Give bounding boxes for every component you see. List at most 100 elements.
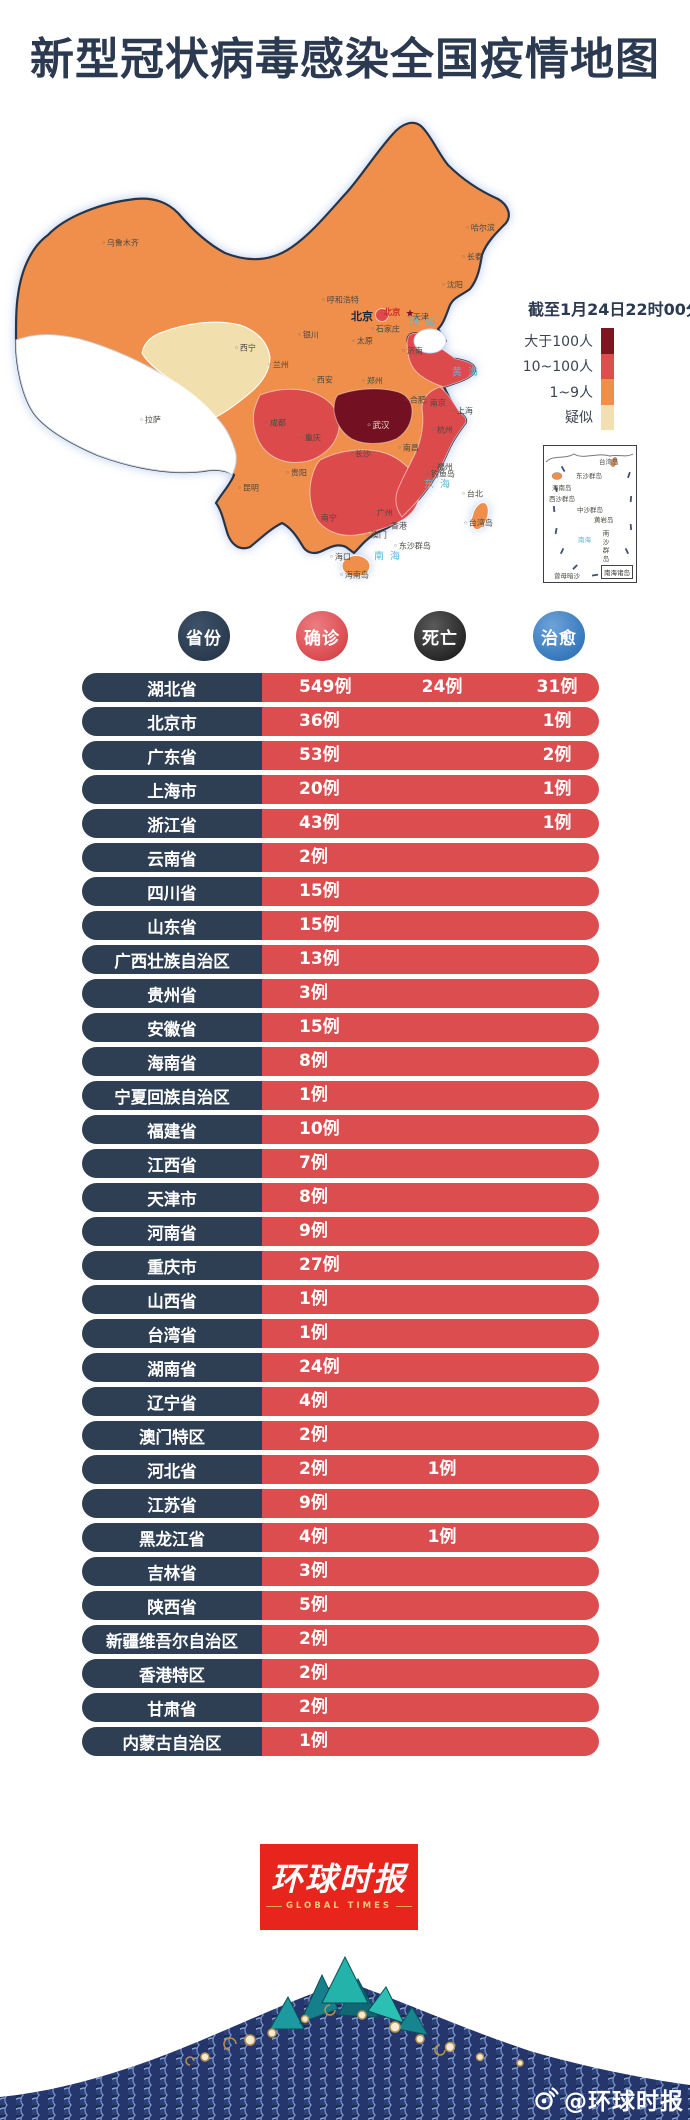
confirmed-value: 15例: [299, 1017, 340, 1037]
weibo-watermark: @环球时报: [533, 2082, 684, 2116]
south-china-sea-inset: 台湾岛 东沙群岛 海南岛 西沙群岛 中沙群岛 黄岩岛 南海 南沙群岛 曾母暗沙 南海诸岛: [543, 445, 637, 583]
city-label: 杭州: [431, 425, 453, 436]
legend-label: 大于100人: [524, 333, 593, 350]
deaths-value: [392, 979, 492, 1008]
table-row: 河南省 9例: [82, 1217, 599, 1246]
table-row: 香港特区 2例: [82, 1659, 599, 1688]
row-values-band: [262, 979, 599, 1008]
confirmed-value: 24例: [299, 1357, 340, 1377]
table-row: 辽宁省 4例: [82, 1387, 599, 1416]
city-label: 乌鲁木齐: [101, 238, 139, 249]
table-row: 湖南省 24例: [82, 1353, 599, 1382]
row-values-band: [262, 1319, 599, 1348]
cured-value: [507, 1625, 607, 1654]
table-row: 上海市 20例 1例: [82, 775, 599, 804]
confirmed-value: 36例: [299, 711, 340, 731]
row-values-band: [262, 741, 599, 770]
city-label: 天津: [407, 312, 429, 323]
legend-row: 1~9人: [468, 379, 614, 405]
row-values-band: [262, 1251, 599, 1280]
deaths-value: [392, 1217, 492, 1246]
table-row: 海南省 8例: [82, 1047, 599, 1076]
province-name: 河南省: [82, 1217, 262, 1246]
legend-label: 疑似: [565, 410, 593, 427]
table-row: 新疆维吾尔自治区 2例: [82, 1625, 599, 1654]
cured-value: [507, 1013, 607, 1042]
cured-value: [507, 1557, 607, 1586]
row-values-band: [262, 1489, 599, 1518]
confirmed-value: 2例: [299, 1459, 328, 1479]
beijing-bold-label: 北京: [351, 310, 373, 323]
cured-value: [507, 1353, 607, 1382]
sea-label: 南海: [374, 551, 406, 563]
cured-value: [507, 1693, 607, 1722]
row-values-band: [262, 1421, 599, 1450]
deaths-value: [392, 1727, 492, 1756]
deaths-value: 1例: [427, 1459, 457, 1479]
confirmed-value: 7例: [299, 1153, 328, 1173]
city-label: 南昌: [397, 443, 419, 454]
inset-island-label: 南沙群岛: [601, 530, 609, 564]
table-row: 山东省 15例: [82, 911, 599, 940]
row-values-band: [262, 775, 599, 804]
province-name: 湖北省: [82, 673, 262, 702]
province-hubei-region: [333, 388, 413, 444]
capital-star-icon: ★: [405, 308, 415, 320]
deaths-value: [392, 1557, 492, 1586]
table-row: 广西壮族自治区 13例: [82, 945, 599, 974]
cured-value: [507, 1659, 607, 1688]
cured-value: [507, 1319, 607, 1348]
city-label: 台北: [461, 489, 483, 500]
table-row: 湖北省 549例 24例 31例: [82, 673, 599, 702]
watermark-text: @环球时报: [564, 2089, 684, 2115]
province-name: 吉林省: [82, 1557, 262, 1586]
province-name: 安徽省: [82, 1013, 262, 1042]
confirmed-value: 2例: [299, 1629, 328, 1649]
row-values-band: [262, 877, 599, 906]
confirmed-value: 43例: [299, 813, 340, 833]
row-values-band: [262, 1285, 599, 1314]
deaths-value: [392, 1081, 492, 1110]
inset-caption: 南海诸岛: [601, 565, 633, 579]
inset-island-label: 海南岛: [552, 484, 572, 492]
table-row: 江苏省 9例: [82, 1489, 599, 1518]
table-row: 四川省 15例: [82, 877, 599, 906]
inset-island-label: 台湾岛: [599, 458, 619, 466]
cured-value: [507, 1387, 607, 1416]
row-values-band: [262, 1591, 599, 1620]
cured-value: [507, 1047, 607, 1076]
deaths-value: [392, 1591, 492, 1620]
cured-value: [507, 1115, 607, 1144]
confirmed-value: 3例: [299, 1561, 328, 1581]
confirmed-value: 8例: [299, 1187, 328, 1207]
row-values-band: [262, 1217, 599, 1246]
province-name: 宁夏回族自治区: [82, 1081, 262, 1110]
province-name: 江苏省: [82, 1489, 262, 1518]
table-row: 台湾省 1例: [82, 1319, 599, 1348]
deaths-value: [392, 1387, 492, 1416]
province-name: 黑龙江省: [82, 1523, 262, 1552]
table-row: 澳门特区 2例: [82, 1421, 599, 1450]
logo-chinese-text: 环球时报: [270, 1860, 407, 1898]
table-row: 黑龙江省 4例 1例: [82, 1523, 599, 1552]
province-east-coast-red-region: [395, 386, 467, 518]
table-row: 陕西省 5例: [82, 1591, 599, 1620]
city-label: 香港: [385, 521, 407, 532]
row-values-band: [262, 1523, 599, 1552]
province-name: 新疆维吾尔自治区: [82, 1625, 262, 1654]
province-name: 内蒙古自治区: [82, 1727, 262, 1756]
confirmed-value: 1例: [299, 1085, 328, 1105]
deaths-value: [392, 945, 492, 974]
cured-value: [507, 877, 607, 906]
confirmed-value: 549例: [299, 677, 352, 697]
mountain-peaks: [269, 1955, 429, 2036]
province-name: 上海市: [82, 775, 262, 804]
row-values-band: [262, 1387, 599, 1416]
golden-splashes: [200, 2010, 524, 2067]
table-row: 北京市 36例 1例: [82, 707, 599, 736]
confirmed-value: 20例: [299, 779, 340, 799]
deaths-value: [392, 1115, 492, 1144]
as-of-timestamp: 截至1月24日22时00分: [528, 300, 690, 319]
row-values-band: [262, 1115, 599, 1144]
deaths-value: [392, 1421, 492, 1450]
